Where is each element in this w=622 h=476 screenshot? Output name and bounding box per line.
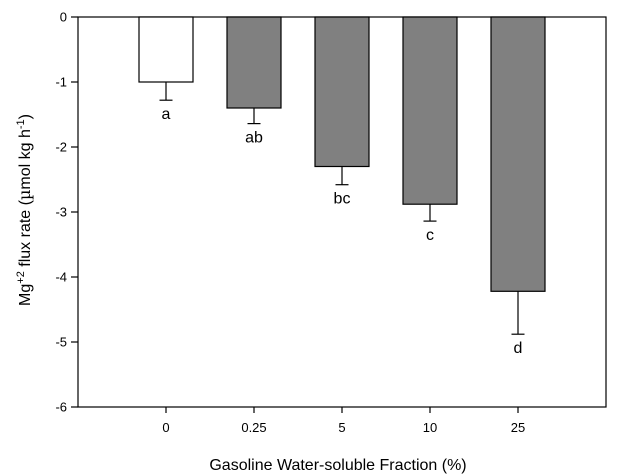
y-label-part3: mol kg h xyxy=(17,129,34,189)
bars-group xyxy=(138,16,546,292)
x-tick-label: 10 xyxy=(423,420,437,435)
y-label-part2: flux rate ( xyxy=(17,199,34,271)
y-tick-label: -2 xyxy=(55,140,67,155)
bar xyxy=(490,16,546,292)
significance-letter: c xyxy=(426,227,434,244)
bar xyxy=(402,16,458,205)
y-label-sup1: +2 xyxy=(15,271,27,284)
significance-letter: bc xyxy=(334,191,351,208)
x-tick-label: 25 xyxy=(511,420,525,435)
significance-letter: a xyxy=(162,106,171,123)
x-tick-label: 0 xyxy=(162,420,169,435)
bar xyxy=(226,16,282,109)
significance-letter: d xyxy=(514,340,523,357)
y-tick-label: -4 xyxy=(55,270,67,285)
x-axis-label: Gasoline Water-soluble Fraction (%) xyxy=(209,457,466,474)
y-label-part4: ) xyxy=(17,114,34,119)
significance-letter: ab xyxy=(245,130,263,147)
y-tick-label: -6 xyxy=(55,400,67,415)
significance-letters-group: a ab bc c d xyxy=(162,106,523,357)
y-tick-label: 0 xyxy=(60,10,67,25)
y-axis-label: Mg+2 flux rate (µmol kg h-1) xyxy=(15,114,34,306)
y-axis: 0 -1 -2 -3 -4 -5 -6 xyxy=(55,10,78,415)
y-tick-label: -5 xyxy=(55,335,67,350)
y-label-sup2: -1 xyxy=(15,119,27,129)
bar xyxy=(138,16,194,83)
bar xyxy=(314,16,370,168)
y-tick-label: -3 xyxy=(55,205,67,220)
x-axis: 0 0.25 5 10 25 xyxy=(162,407,525,435)
error-bars-group xyxy=(159,82,525,335)
y-tick-label: -1 xyxy=(55,75,67,90)
y-label-mu: µ xyxy=(15,190,34,200)
x-tick-label: 0.25 xyxy=(241,420,266,435)
y-label-part1: Mg xyxy=(17,284,34,306)
x-tick-label: 5 xyxy=(338,420,345,435)
